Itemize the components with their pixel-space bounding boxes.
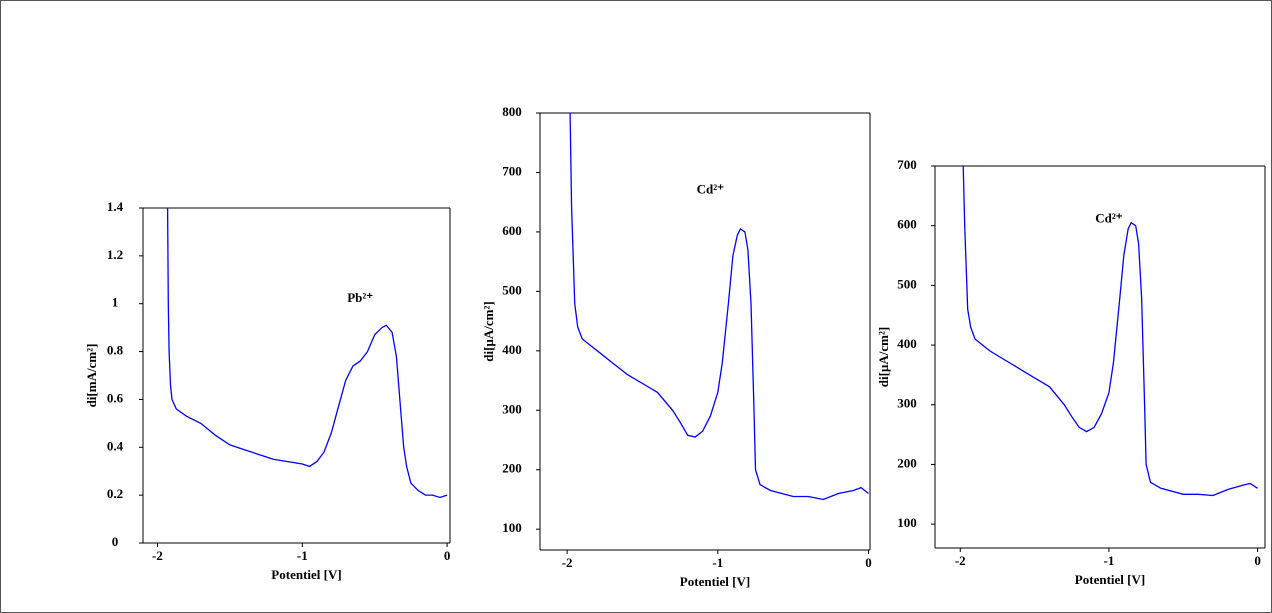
annotation: Pb²⁺ (347, 290, 373, 305)
y-tick-label: 700 (897, 157, 917, 172)
annotation: Cd²⁺ (697, 181, 725, 196)
y-tick-label: 1 (112, 295, 119, 310)
x-tick-label: 0 (865, 555, 872, 570)
x-axis-label: Potentiel [V] (680, 574, 750, 589)
x-tick-label: 0 (444, 548, 451, 563)
y-tick-label: 500 (897, 276, 917, 291)
x-tick-label: -1 (712, 555, 723, 570)
y-tick-label: 0.8 (107, 343, 124, 358)
y-tick-label: 400 (897, 336, 917, 351)
y-axis-label: di[µA/cm²] (876, 327, 891, 388)
x-tick-label: -2 (152, 548, 163, 563)
y-axis-label: di[mA/cm²] (84, 344, 99, 408)
y-tick-label: 0.4 (107, 438, 124, 453)
y-tick-label: 600 (897, 217, 917, 232)
x-axis-label: Potentiel [V] (271, 567, 341, 582)
x-tick-label: -1 (297, 548, 308, 563)
data-line (569, 113, 869, 501)
y-tick-label: 100 (897, 515, 917, 530)
y-tick-label: 700 (502, 163, 522, 178)
x-tick-label: -2 (955, 553, 966, 568)
annotation: Cd²⁺ (1095, 211, 1123, 226)
panel: 100 200 300 400 500 600 700 -2 -1 0 Potentiel [V] d… (876, 157, 1266, 587)
y-tick-label: 500 (502, 282, 522, 297)
y-tick-label: 0 (112, 534, 119, 549)
y-tick-label: 300 (502, 401, 522, 416)
y-tick-label: 1.2 (107, 247, 123, 262)
x-tick-label: -2 (562, 555, 573, 570)
data-line (962, 166, 1258, 497)
y-tick-label: 100 (502, 520, 522, 535)
y-tick-label: 0.6 (107, 390, 124, 405)
y-tick-label: 0.2 (107, 486, 123, 501)
x-tick-label: -1 (1103, 553, 1114, 568)
y-tick-label: 200 (502, 461, 522, 476)
x-axis-label: Potentiel [V] (1075, 572, 1145, 587)
panel: 100 200 300 400 500 600 700 800 -2 -1 0 Potentiel [… (481, 104, 872, 589)
y-tick-label: 800 (502, 104, 522, 119)
y-axis-label: di[µA/cm²] (481, 301, 496, 362)
x-tick-label: 0 (1254, 553, 1261, 568)
y-tick-label: 300 (897, 396, 917, 411)
y-tick-label: 200 (897, 455, 917, 470)
data-line (166, 208, 448, 499)
y-tick-label: 600 (502, 223, 522, 238)
panel: 0 0.2 0.4 0.6 0.8 1 1.2 1.4 -2 -1 0 Potentiel [V] di… (84, 199, 451, 582)
y-tick-label: 1.4 (107, 199, 124, 214)
y-tick-label: 400 (502, 342, 522, 357)
